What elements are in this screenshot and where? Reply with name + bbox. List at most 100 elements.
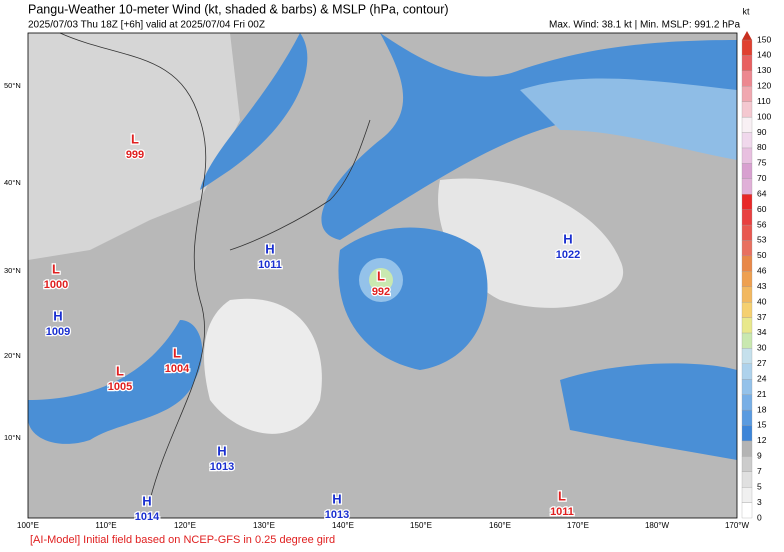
- colorbar-label: 110: [757, 96, 771, 106]
- center-type: H: [563, 231, 572, 246]
- land-region: [28, 33, 240, 260]
- colorbar-label: 50: [757, 250, 767, 260]
- center-value: 1009: [46, 326, 70, 338]
- lon-label: 120°E: [174, 521, 196, 530]
- lon-label: 170°W: [725, 521, 750, 530]
- colorbar-label: 120: [757, 81, 771, 91]
- lat-label: 10°N: [4, 433, 21, 442]
- colorbar-label: 5: [757, 481, 762, 491]
- colorbar-segment: [741, 394, 753, 411]
- center-type: L: [131, 131, 139, 146]
- lat-label: 30°N: [4, 266, 21, 275]
- center-value: 1000: [44, 279, 68, 291]
- colorbar-label: 90: [757, 127, 767, 137]
- colorbar-label: 43: [757, 281, 767, 291]
- lon-label: 140°E: [332, 521, 354, 530]
- colorbar-label: 56: [757, 219, 767, 229]
- colorbar-label: 9: [757, 451, 762, 461]
- info: Max. Wind: 38.1 kt | Min. MSLP: 991.2 hP…: [549, 20, 740, 31]
- colorbar-label: 40: [757, 296, 767, 306]
- subtitle: 2025/07/03 Thu 18Z [+6h] valid at 2025/0…: [28, 20, 265, 31]
- lon-label: 180°W: [645, 521, 670, 530]
- colorbar-segment: [741, 332, 753, 349]
- colorbar-segment: [741, 147, 753, 164]
- typhoon-eye: [369, 268, 393, 292]
- colorbar-label: 30: [757, 343, 767, 353]
- colorbar-segment: [741, 348, 753, 364]
- center-type: L: [116, 363, 124, 378]
- center-type: H: [53, 308, 62, 323]
- center-type: H: [332, 491, 341, 506]
- colorbar-segment: [741, 224, 753, 241]
- center-type: L: [52, 261, 60, 276]
- colorbar-segment: [741, 116, 753, 133]
- colorbar-segment: [741, 487, 753, 503]
- lon-label: 130°E: [253, 521, 275, 530]
- center-type: L: [558, 488, 566, 503]
- coastline: [59, 32, 207, 501]
- colorbar-label: 34: [757, 327, 767, 337]
- center-value: 999: [126, 149, 144, 161]
- colorbar-label: 70: [757, 173, 767, 183]
- center-value: 1011: [550, 506, 574, 518]
- wind-band: [560, 363, 737, 460]
- colorbar-segment: [741, 301, 753, 318]
- colorbar-segment: [741, 502, 753, 519]
- colorbar-segment: [741, 163, 753, 179]
- colorbar-segment: [741, 425, 753, 442]
- center-value: 1022: [556, 249, 580, 261]
- colorbar-segment: [741, 440, 753, 457]
- wind-band: [200, 33, 308, 190]
- colorbar-segment: [741, 194, 753, 210]
- lat-label: 50°N: [4, 81, 21, 90]
- lat-label: 20°N: [4, 351, 21, 360]
- colorbar-segment: [741, 255, 753, 272]
- colorbar-label: 3: [757, 497, 762, 507]
- center-value: 1014: [135, 511, 160, 523]
- colorbar-label: 24: [757, 373, 767, 383]
- lon-label: 110°E: [95, 521, 116, 530]
- center-type: H: [265, 241, 274, 256]
- colorbar-unit: kt: [742, 6, 750, 16]
- lon-label: 170°E: [567, 521, 589, 530]
- colorbar-label: 100: [757, 111, 771, 121]
- center-type: H: [142, 493, 151, 508]
- lon-label: 160°E: [489, 521, 511, 530]
- colorbar-label: 15: [757, 420, 767, 430]
- colorbar-label: 18: [757, 404, 767, 414]
- colorbar-label: 75: [757, 158, 767, 168]
- colorbar-segment: [741, 317, 753, 334]
- colorbar-segment: [741, 132, 753, 149]
- center-value: 1013: [325, 509, 349, 521]
- colorbar-segment: [741, 286, 753, 303]
- footer: [AI-Model] Initial field based on NCEP-G…: [30, 534, 335, 546]
- colorbar-segment: [741, 178, 753, 195]
- lon-label: 150°E: [410, 521, 432, 530]
- center-value: 1005: [108, 381, 132, 393]
- colorbar-segment: [741, 86, 753, 102]
- colorbar-label: 7: [757, 466, 762, 476]
- colorbar-segment: [741, 471, 753, 488]
- colorbar-label: 37: [757, 312, 767, 322]
- colorbar-arrow: [742, 31, 752, 40]
- colorbar-label: 27: [757, 358, 767, 368]
- wind-band: [520, 78, 737, 160]
- lon-label: 100°E: [17, 521, 39, 530]
- colorbar-label: 0: [757, 512, 762, 522]
- center-type: L: [377, 268, 385, 283]
- title: Pangu-Weather 10-meter Wind (kt, shaded …: [28, 2, 449, 16]
- center-value: 1013: [210, 461, 234, 473]
- colorbar-segment: [741, 409, 753, 426]
- colorbar-label: 150: [757, 34, 771, 44]
- colorbar-label: 53: [757, 235, 767, 245]
- colorbar-segment: [741, 70, 753, 87]
- colorbar-label: 12: [757, 435, 767, 445]
- colorbar-segment: [741, 55, 753, 71]
- center-value: 1011: [258, 259, 282, 271]
- calm-region: [204, 298, 322, 434]
- colorbar-label: 46: [757, 266, 767, 276]
- colorbar-label: 80: [757, 142, 767, 152]
- map-frame: [27, 32, 738, 519]
- center-value: 1004: [165, 363, 190, 375]
